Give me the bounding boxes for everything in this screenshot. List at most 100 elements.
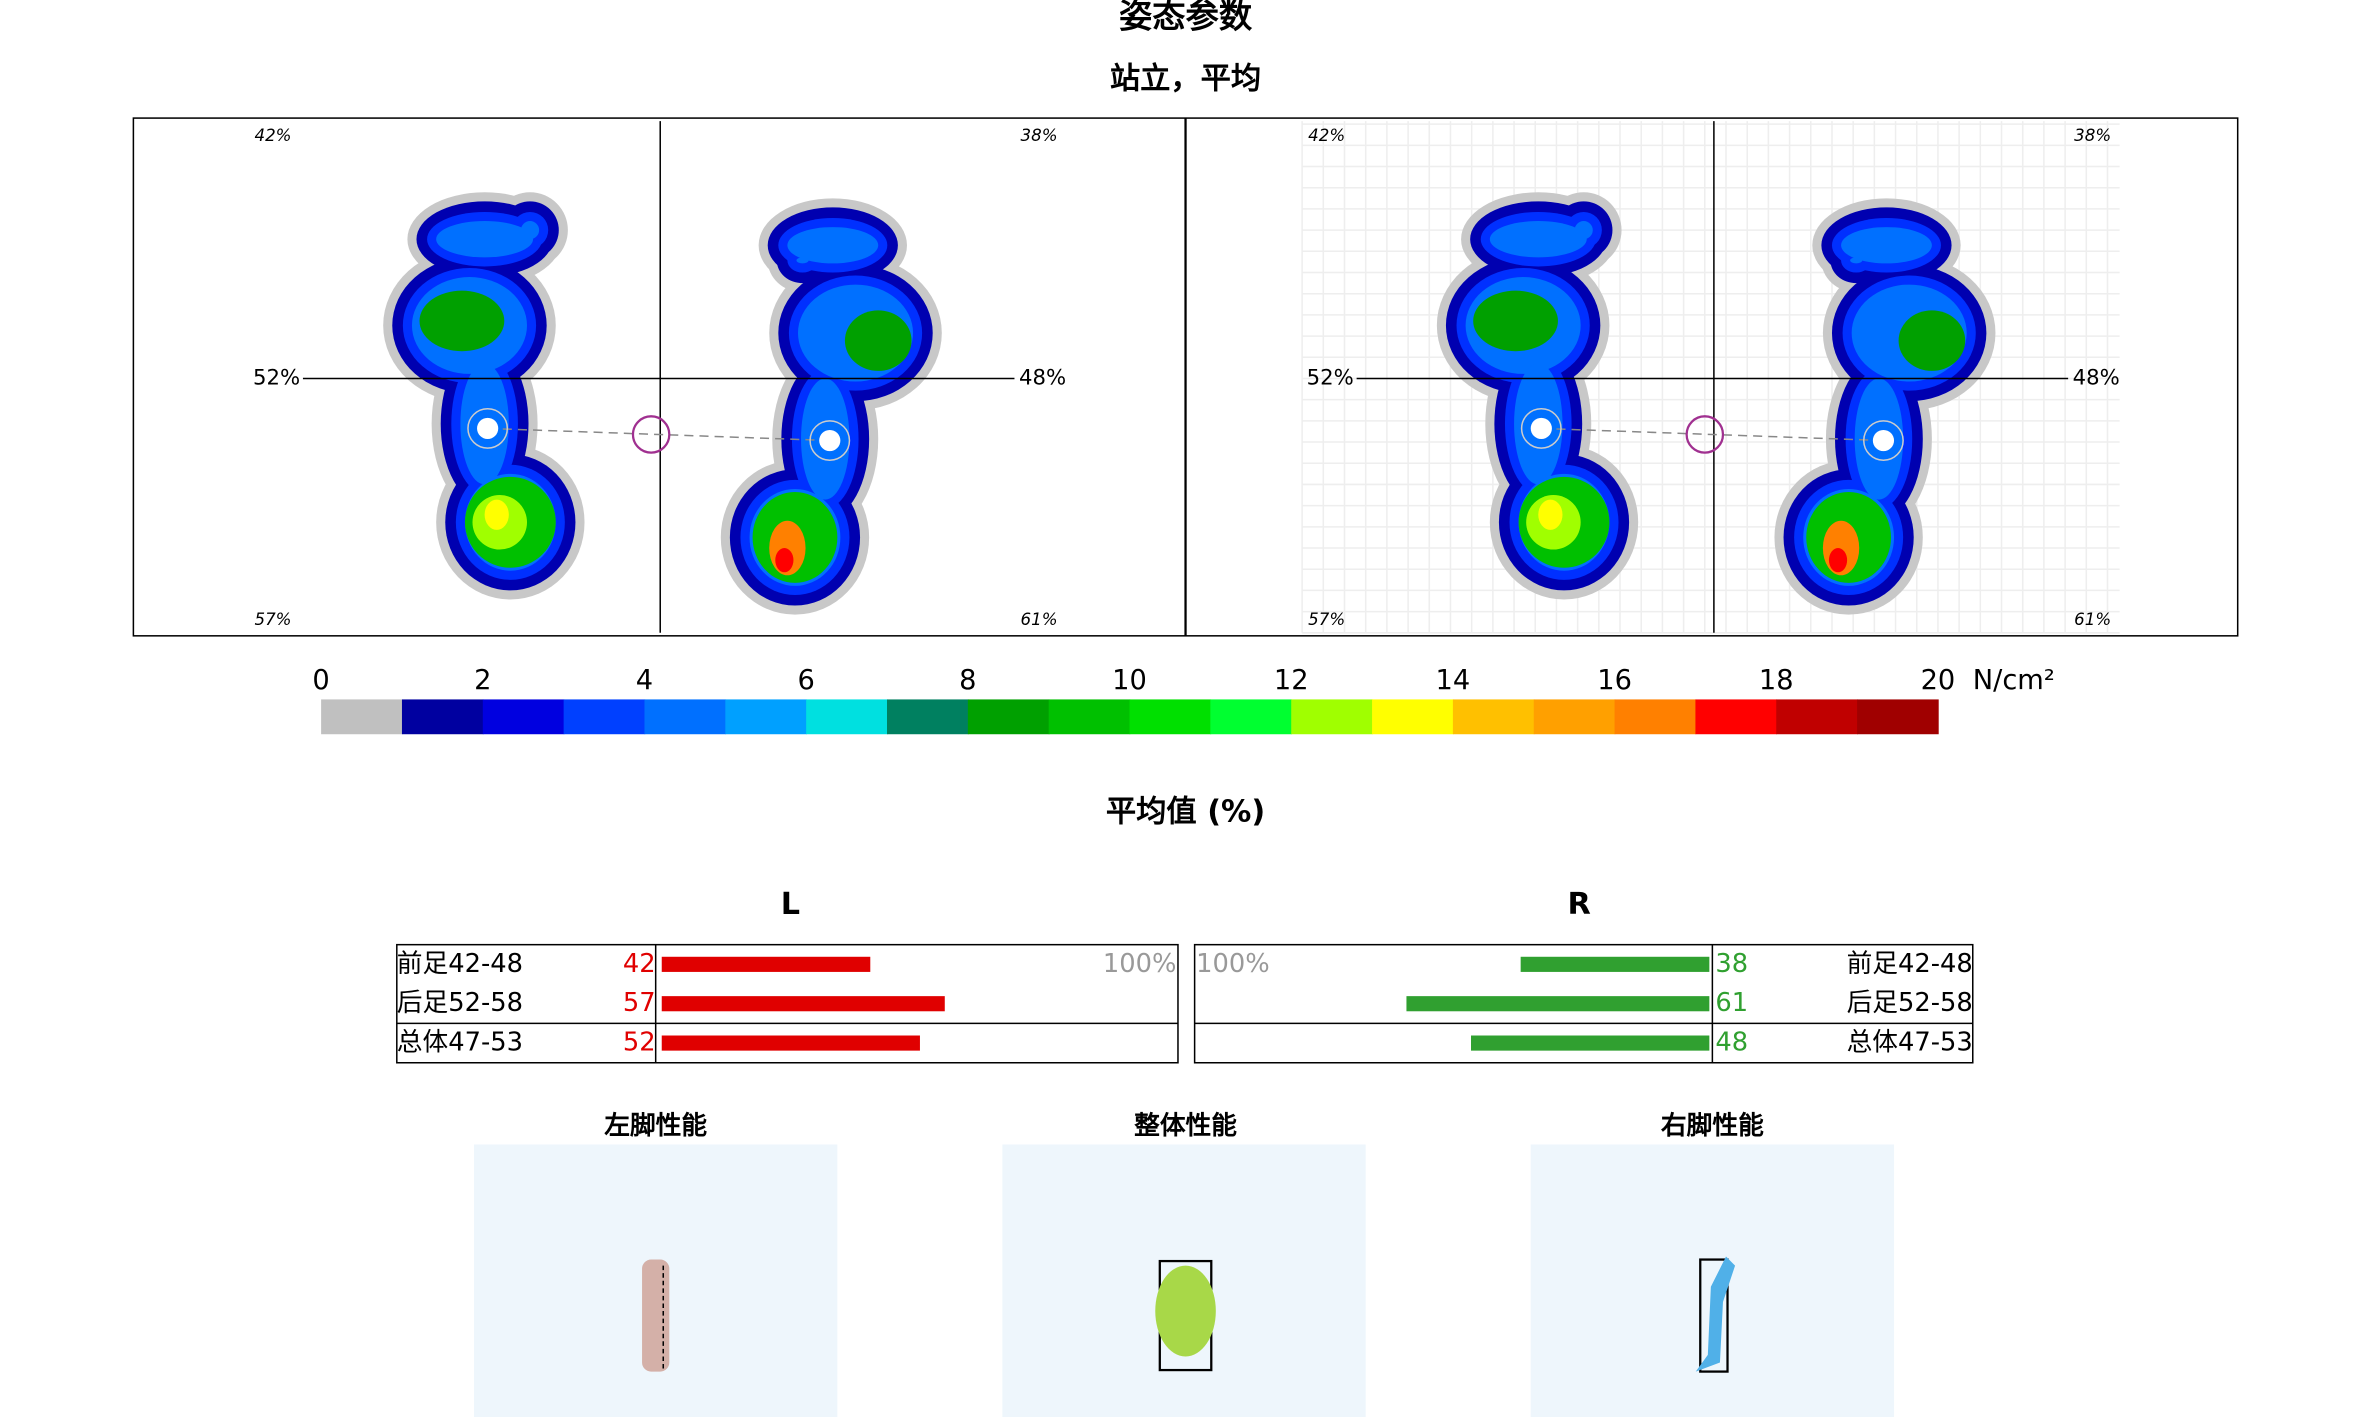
- perf-trace: [642, 1259, 670, 1372]
- row-value: 38: [1715, 949, 1748, 979]
- quadrant-label: 52%: [1307, 364, 1354, 389]
- perf-box-outline: [1699, 1258, 1729, 1373]
- colorbar-segment: [644, 699, 727, 735]
- colorbar-tick: 18: [1759, 665, 1794, 696]
- colorbar-tick: 14: [1436, 665, 1471, 696]
- cop: [1872, 429, 1895, 452]
- quadrant-label: 42%: [1308, 126, 1345, 145]
- colorbar-segment: [1372, 699, 1454, 735]
- colorbar-tick: 8: [959, 665, 976, 696]
- perf-title: 整体性能: [1134, 1110, 1237, 1141]
- foot-shape: [436, 221, 534, 258]
- cop-ring: [467, 407, 509, 449]
- foot-shape: [1841, 227, 1932, 264]
- cop-line: [487, 427, 830, 442]
- colorbar-segment: [1452, 699, 1535, 735]
- subtitle: 站立，平均: [1110, 62, 1261, 97]
- quadrant-label: 52%: [253, 364, 300, 389]
- colorbar-segment: [1614, 699, 1697, 735]
- row-value: 48: [1715, 1028, 1748, 1058]
- colorbar-segment: [1533, 699, 1616, 735]
- colorbar-segment: [321, 699, 403, 735]
- row-value: 57: [623, 988, 656, 1018]
- quadrant-label: 42%: [255, 126, 292, 145]
- colorbar-segment: [482, 699, 565, 735]
- colorbar-tick: 16: [1597, 665, 1632, 696]
- scale-label: 100%: [1196, 949, 1270, 979]
- colorbar-tick: 6: [797, 665, 814, 696]
- colorbar-segment: [1048, 699, 1131, 735]
- cop-ring: [1863, 420, 1904, 461]
- perf-box: [1530, 1144, 1895, 1417]
- row-name: 总体47-53: [1847, 1028, 1973, 1058]
- pressure-area: [1473, 290, 1558, 352]
- cop-center: [631, 415, 671, 454]
- foot-shape: [796, 257, 809, 264]
- pressure-area: [484, 499, 509, 530]
- cop-ring: [809, 420, 851, 461]
- cop-line: [1541, 427, 1884, 442]
- colorbar-tick: 0: [312, 665, 329, 696]
- colorbar-segment: [806, 699, 888, 735]
- perf-trace: [1155, 1265, 1216, 1357]
- perf-title: 右脚性能: [1661, 1110, 1764, 1141]
- bar: [1471, 1035, 1710, 1051]
- quadrant-label: 38%: [1021, 126, 1058, 145]
- quadrant-label: 61%: [1021, 610, 1058, 629]
- row-value: 61: [1715, 988, 1748, 1018]
- foot-shape: [787, 227, 879, 264]
- row-value: 52: [623, 1028, 656, 1058]
- quadrant-label: 57%: [255, 610, 292, 629]
- pressure-area: [775, 548, 794, 573]
- quadrant-label: 48%: [1019, 364, 1066, 389]
- title: 姿态参数: [1119, 0, 1253, 36]
- balance-title: 平均值 (%): [1106, 794, 1265, 829]
- left-table: [396, 943, 1179, 1064]
- colorbar-segment: [1776, 699, 1858, 735]
- perf-title: 左脚性能: [604, 1110, 707, 1141]
- row-name: 后足52-58: [397, 988, 523, 1018]
- colorbar-segment: [1857, 699, 1939, 735]
- colorbar-segment: [1129, 699, 1212, 735]
- left-label: L: [781, 887, 800, 922]
- colorbar-segment: [887, 699, 969, 735]
- pressure-area: [419, 290, 505, 352]
- bar: [661, 956, 871, 972]
- row-value: 42: [623, 949, 656, 979]
- right-table: [1193, 943, 1974, 1064]
- colorbar-segment: [1695, 699, 1778, 735]
- colorbar-segment: [1291, 699, 1373, 735]
- perf-trace: [1695, 1256, 1736, 1372]
- colorbar-segment: [1210, 699, 1292, 735]
- row-name: 前足42-48: [1847, 949, 1973, 979]
- right-label: R: [1567, 887, 1590, 922]
- cop: [819, 429, 841, 452]
- row-name: 后足52-58: [1847, 988, 1973, 1018]
- bar: [661, 1035, 920, 1051]
- cop-ring: [1520, 407, 1562, 449]
- quadrant-label: 48%: [2073, 364, 2120, 389]
- quadrant-label: 61%: [2074, 610, 2111, 629]
- pressure-area: [1898, 310, 1966, 371]
- quadrant-label: 57%: [1308, 610, 1345, 629]
- row-name: 前足42-48: [397, 949, 523, 979]
- foot-shape: [1574, 221, 1593, 240]
- foot-shape: [520, 221, 540, 240]
- colorbar-tick: 4: [636, 665, 653, 696]
- pressure-area: [1828, 548, 1848, 573]
- bar: [1406, 996, 1710, 1012]
- bar: [661, 996, 945, 1012]
- scale-label: 100%: [1103, 949, 1177, 979]
- row-name: 总体47-53: [397, 1028, 523, 1058]
- foot-shape: [1489, 221, 1587, 258]
- foot-shape: [1850, 257, 1863, 264]
- quadrant-label: 38%: [2074, 126, 2111, 145]
- colorbar-tick: 2: [474, 665, 491, 696]
- colorbar-tick: 20: [1921, 665, 1956, 696]
- pressure-area: [844, 310, 912, 371]
- pressure-area: [1538, 499, 1563, 530]
- colorbar-unit: N/cm²: [1973, 665, 2055, 696]
- cop-center: [1685, 415, 1725, 454]
- cop: [1530, 417, 1552, 440]
